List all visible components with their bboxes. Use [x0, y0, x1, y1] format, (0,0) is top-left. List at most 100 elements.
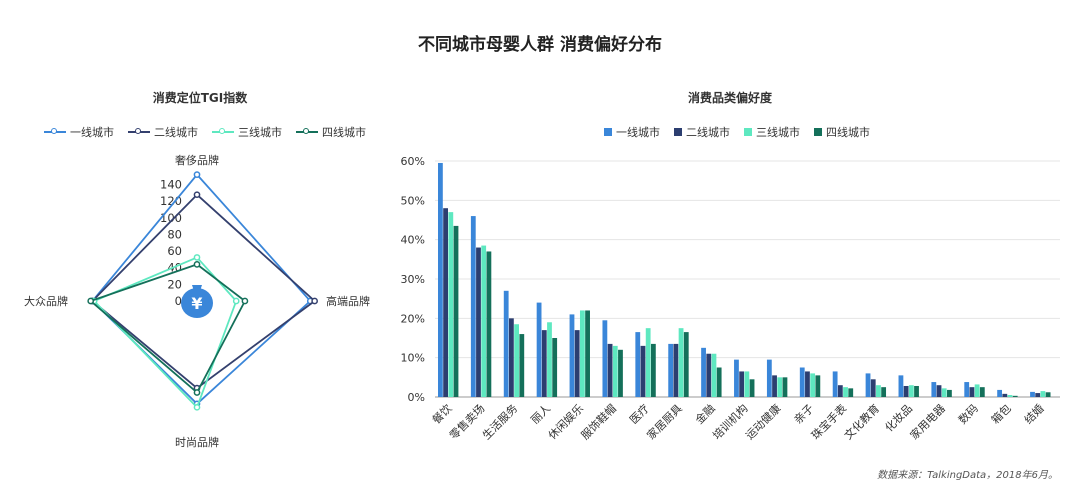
bar[interactable]: [843, 387, 848, 397]
bar[interactable]: [908, 385, 914, 397]
bar[interactable]: [903, 385, 909, 397]
bar[interactable]: [881, 387, 887, 397]
bar[interactable]: [782, 377, 788, 397]
radar-chart-title: 消费定位TGI指数: [152, 91, 248, 105]
radar-point[interactable]: [87, 297, 95, 305]
bar[interactable]: [772, 375, 777, 397]
bar[interactable]: [1002, 393, 1008, 397]
bar[interactable]: [453, 225, 459, 397]
radar-legend-item[interactable]: 三线城市: [212, 124, 282, 140]
bar[interactable]: [1007, 395, 1013, 397]
radar-point[interactable]: [193, 191, 201, 199]
money-bag-icon: ¥: [181, 285, 213, 318]
bar[interactable]: [541, 330, 547, 397]
bar[interactable]: [766, 359, 772, 397]
bar[interactable]: [876, 385, 881, 397]
bar[interactable]: [683, 332, 689, 397]
bar[interactable]: [936, 385, 942, 397]
y-tick-label: 20%: [401, 312, 425, 325]
radar-point[interactable]: [311, 297, 318, 305]
bar[interactable]: [519, 334, 525, 397]
bar[interactable]: [503, 290, 509, 397]
bar[interactable]: [997, 389, 1003, 397]
bar[interactable]: [848, 388, 854, 397]
radar-legend-item[interactable]: 一线城市: [44, 124, 114, 140]
bar[interactable]: [701, 347, 706, 397]
bar[interactable]: [744, 371, 750, 397]
bar[interactable]: [734, 359, 739, 397]
bar[interactable]: [585, 310, 590, 397]
bar[interactable]: [805, 371, 810, 397]
bar[interactable]: [1030, 391, 1035, 397]
bar[interactable]: [979, 387, 985, 397]
legend-label: 四线城市: [322, 126, 366, 139]
bar[interactable]: [1035, 393, 1041, 397]
bar[interactable]: [810, 373, 816, 397]
bar[interactable]: [602, 320, 608, 397]
bar[interactable]: [607, 343, 613, 397]
bar[interactable]: [668, 343, 674, 397]
bar[interactable]: [470, 216, 476, 397]
radar-legend-item[interactable]: 四线城市: [296, 124, 366, 140]
bar[interactable]: [635, 332, 641, 397]
bar[interactable]: [711, 353, 717, 397]
bar[interactable]: [739, 371, 745, 397]
bar-legend-item[interactable]: 一线城市: [604, 124, 660, 140]
bar[interactable]: [931, 382, 937, 397]
bar[interactable]: [837, 385, 843, 397]
bar[interactable]: [706, 353, 712, 397]
bar[interactable]: [865, 373, 871, 397]
radar-point[interactable]: [193, 261, 201, 268]
bar[interactable]: [799, 367, 805, 398]
bar[interactable]: [574, 330, 580, 397]
bar[interactable]: [536, 302, 542, 397]
bar[interactable]: [716, 367, 722, 398]
bar[interactable]: [1040, 391, 1046, 397]
bar[interactable]: [969, 387, 975, 397]
bar[interactable]: [486, 251, 492, 397]
radar-point[interactable]: [193, 403, 201, 411]
radar-legend-item[interactable]: 二线城市: [128, 124, 198, 140]
bar[interactable]: [508, 318, 514, 397]
radar-tick-label: 120: [160, 194, 182, 208]
bar[interactable]: [678, 328, 684, 397]
radar-point[interactable]: [193, 254, 201, 261]
bar[interactable]: [947, 389, 952, 397]
radar-point[interactable]: [193, 171, 201, 178]
bar[interactable]: [650, 343, 656, 397]
bar[interactable]: [1012, 395, 1018, 397]
bar[interactable]: [815, 375, 821, 397]
bar[interactable]: [612, 345, 618, 397]
bar[interactable]: [547, 322, 552, 397]
bar[interactable]: [569, 314, 575, 397]
bar-legend-item[interactable]: 三线城市: [744, 124, 800, 140]
bar[interactable]: [964, 382, 970, 397]
bar[interactable]: [777, 377, 783, 397]
bar[interactable]: [914, 385, 919, 397]
bar[interactable]: [870, 379, 876, 397]
radar-axis-label: 高端品牌: [326, 294, 370, 308]
bar[interactable]: [1045, 392, 1051, 397]
bar[interactable]: [448, 212, 454, 397]
radar-point[interactable]: [241, 297, 249, 305]
bar[interactable]: [749, 379, 755, 397]
radar-point[interactable]: [193, 389, 201, 396]
bar[interactable]: [514, 324, 519, 397]
bar[interactable]: [443, 208, 448, 397]
bar[interactable]: [645, 328, 651, 397]
bar[interactable]: [438, 162, 443, 397]
bar[interactable]: [832, 371, 838, 397]
bar[interactable]: [579, 310, 585, 397]
bar[interactable]: [618, 349, 623, 397]
bar-legend-item[interactable]: 二线城市: [674, 124, 730, 140]
bar[interactable]: [898, 375, 904, 397]
bar[interactable]: [974, 384, 980, 397]
radar-point[interactable]: [232, 297, 240, 305]
bar[interactable]: [552, 338, 558, 397]
bar-legend-item[interactable]: 四线城市: [814, 124, 870, 140]
bar[interactable]: [941, 388, 947, 397]
bar[interactable]: [673, 343, 679, 397]
bar[interactable]: [476, 247, 481, 397]
bar[interactable]: [640, 345, 646, 397]
bar[interactable]: [481, 245, 487, 397]
